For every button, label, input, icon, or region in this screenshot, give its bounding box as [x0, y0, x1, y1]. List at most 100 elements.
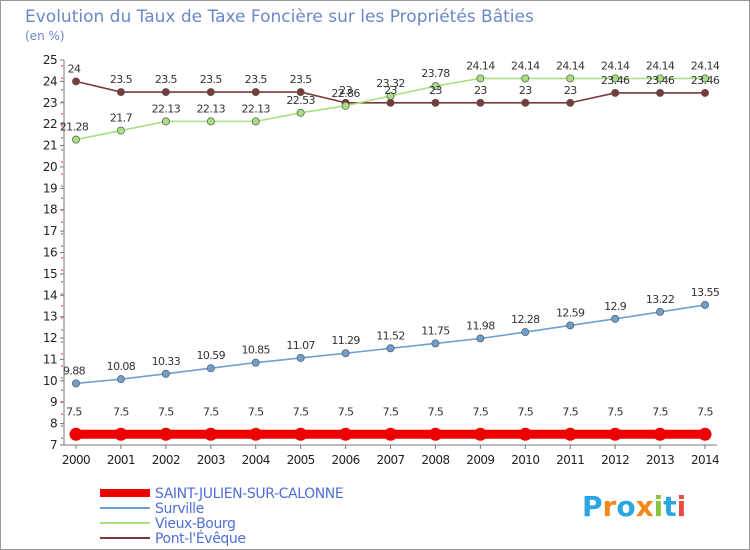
legend: SAINT-JULIEN-SUR-CALONNESurvilleVieux-Bo…	[100, 486, 344, 547]
proxiti-logo: Proxiti	[582, 490, 686, 523]
y-tick-label: 22	[43, 117, 57, 131]
data-label: 7.5	[158, 405, 174, 418]
legend-label: SAINT-JULIEN-SUR-CALONNE	[155, 486, 343, 502]
data-label: 13.22	[646, 293, 675, 306]
data-label: 7.5	[383, 405, 399, 418]
y-tick-label: 13	[43, 310, 57, 324]
data-point	[116, 88, 125, 97]
data-point	[206, 117, 215, 126]
data-point	[518, 427, 532, 441]
data-point	[386, 98, 395, 107]
y-tick-label: 25	[43, 53, 57, 67]
proxiti-logo-text: Proxiti	[582, 490, 686, 523]
series-line	[75, 304, 706, 385]
x-tick-label: 2002	[152, 453, 180, 467]
data-label: 10.85	[241, 344, 270, 357]
x-tick-label: 2011	[556, 453, 584, 467]
y-ticks: 7 8 9 10 11 12 13 14 15 16 17 18 19 20 21 22 23 24 25	[43, 53, 64, 452]
data-point	[159, 427, 173, 441]
data-label: 11.98	[466, 319, 495, 332]
legend-label: Vieux-Bourg	[155, 516, 236, 532]
logo-letter: r	[603, 490, 617, 523]
legend-label: Pont-l'Évêque	[155, 530, 246, 547]
x-tick-label: 2009	[466, 453, 494, 467]
data-point	[476, 334, 485, 343]
data-point	[206, 364, 215, 373]
data-label: 23.5	[200, 73, 223, 86]
series-2	[72, 74, 709, 144]
data-point	[431, 339, 440, 348]
data-point	[611, 74, 620, 83]
y-tick-label: 15	[43, 267, 57, 281]
data-label: 23	[429, 84, 442, 97]
x-tick-label: 2005	[287, 453, 315, 467]
y-tick-label: 7	[50, 438, 57, 452]
x-tick-label: 2007	[376, 453, 404, 467]
data-label: 23.5	[290, 73, 313, 86]
data-label: 7.5	[652, 405, 668, 418]
x-tick-label: 2000	[62, 453, 90, 467]
data-label: 24.14	[691, 59, 720, 72]
data-label: 23.46	[646, 74, 675, 87]
data-point	[653, 427, 667, 441]
y-tick-label: 20	[43, 160, 57, 174]
data-point	[698, 427, 712, 441]
data-point	[386, 344, 395, 353]
data-labels: 24 23.5 23.5 23.5 23.5 23.5 23 23 23 23 23 23 23.46 2…	[60, 59, 721, 418]
data-point	[72, 379, 80, 388]
data-point	[563, 427, 577, 441]
data-label: 23.46	[691, 74, 720, 87]
data-label: 23.5	[245, 73, 268, 86]
data-point	[428, 427, 442, 441]
data-label: 23	[519, 84, 532, 97]
data-point	[339, 427, 353, 441]
data-label: 7.5	[562, 405, 578, 418]
data-point	[116, 126, 125, 135]
data-label: 7.5	[517, 405, 533, 418]
data-label: 23.32	[376, 77, 405, 90]
y-tick-label: 23	[43, 96, 57, 110]
y-tick-label: 8	[50, 417, 57, 431]
chart-title: Evolution du Taux de Taxe Foncière sur l…	[25, 7, 534, 27]
data-point	[251, 88, 260, 97]
data-label: 7.5	[113, 405, 129, 418]
data-label: 24.14	[601, 59, 630, 72]
data-label: 12.28	[511, 313, 540, 326]
data-label: 23	[474, 84, 487, 97]
data-point	[296, 353, 305, 362]
data-label: 24.14	[646, 59, 675, 72]
data-label: 7.5	[473, 405, 489, 418]
data-label: 11.07	[286, 339, 315, 352]
data-label: 24	[68, 62, 81, 75]
data-label: 7.5	[338, 405, 354, 418]
logo-letter: i	[677, 490, 687, 523]
data-point	[72, 135, 80, 144]
data-point	[656, 74, 665, 83]
data-label: 23	[564, 84, 577, 97]
data-label: 24.14	[511, 59, 540, 72]
data-label: 7.5	[697, 405, 713, 418]
data-point	[611, 88, 620, 97]
y-tick-label: 24	[43, 74, 57, 88]
series-layer	[69, 74, 712, 441]
x-tick-label: 2014	[691, 453, 719, 467]
axes	[61, 60, 718, 446]
y-tick-label: 18	[43, 203, 57, 217]
data-point	[249, 427, 263, 441]
data-label: 7.5	[203, 405, 219, 418]
data-label: 12.9	[604, 300, 627, 313]
data-label: 7.5	[607, 405, 623, 418]
data-point	[566, 321, 575, 330]
data-point	[114, 427, 128, 441]
data-point	[251, 117, 260, 126]
series-1	[72, 300, 709, 388]
x-tick-label: 2001	[107, 453, 135, 467]
data-point	[701, 74, 709, 83]
data-label: 24.14	[556, 59, 585, 72]
data-point	[521, 74, 530, 83]
data-label: 23.5	[155, 73, 178, 86]
data-point	[476, 98, 485, 107]
data-label: 22.86	[331, 87, 360, 100]
data-label: 13.55	[691, 286, 720, 299]
